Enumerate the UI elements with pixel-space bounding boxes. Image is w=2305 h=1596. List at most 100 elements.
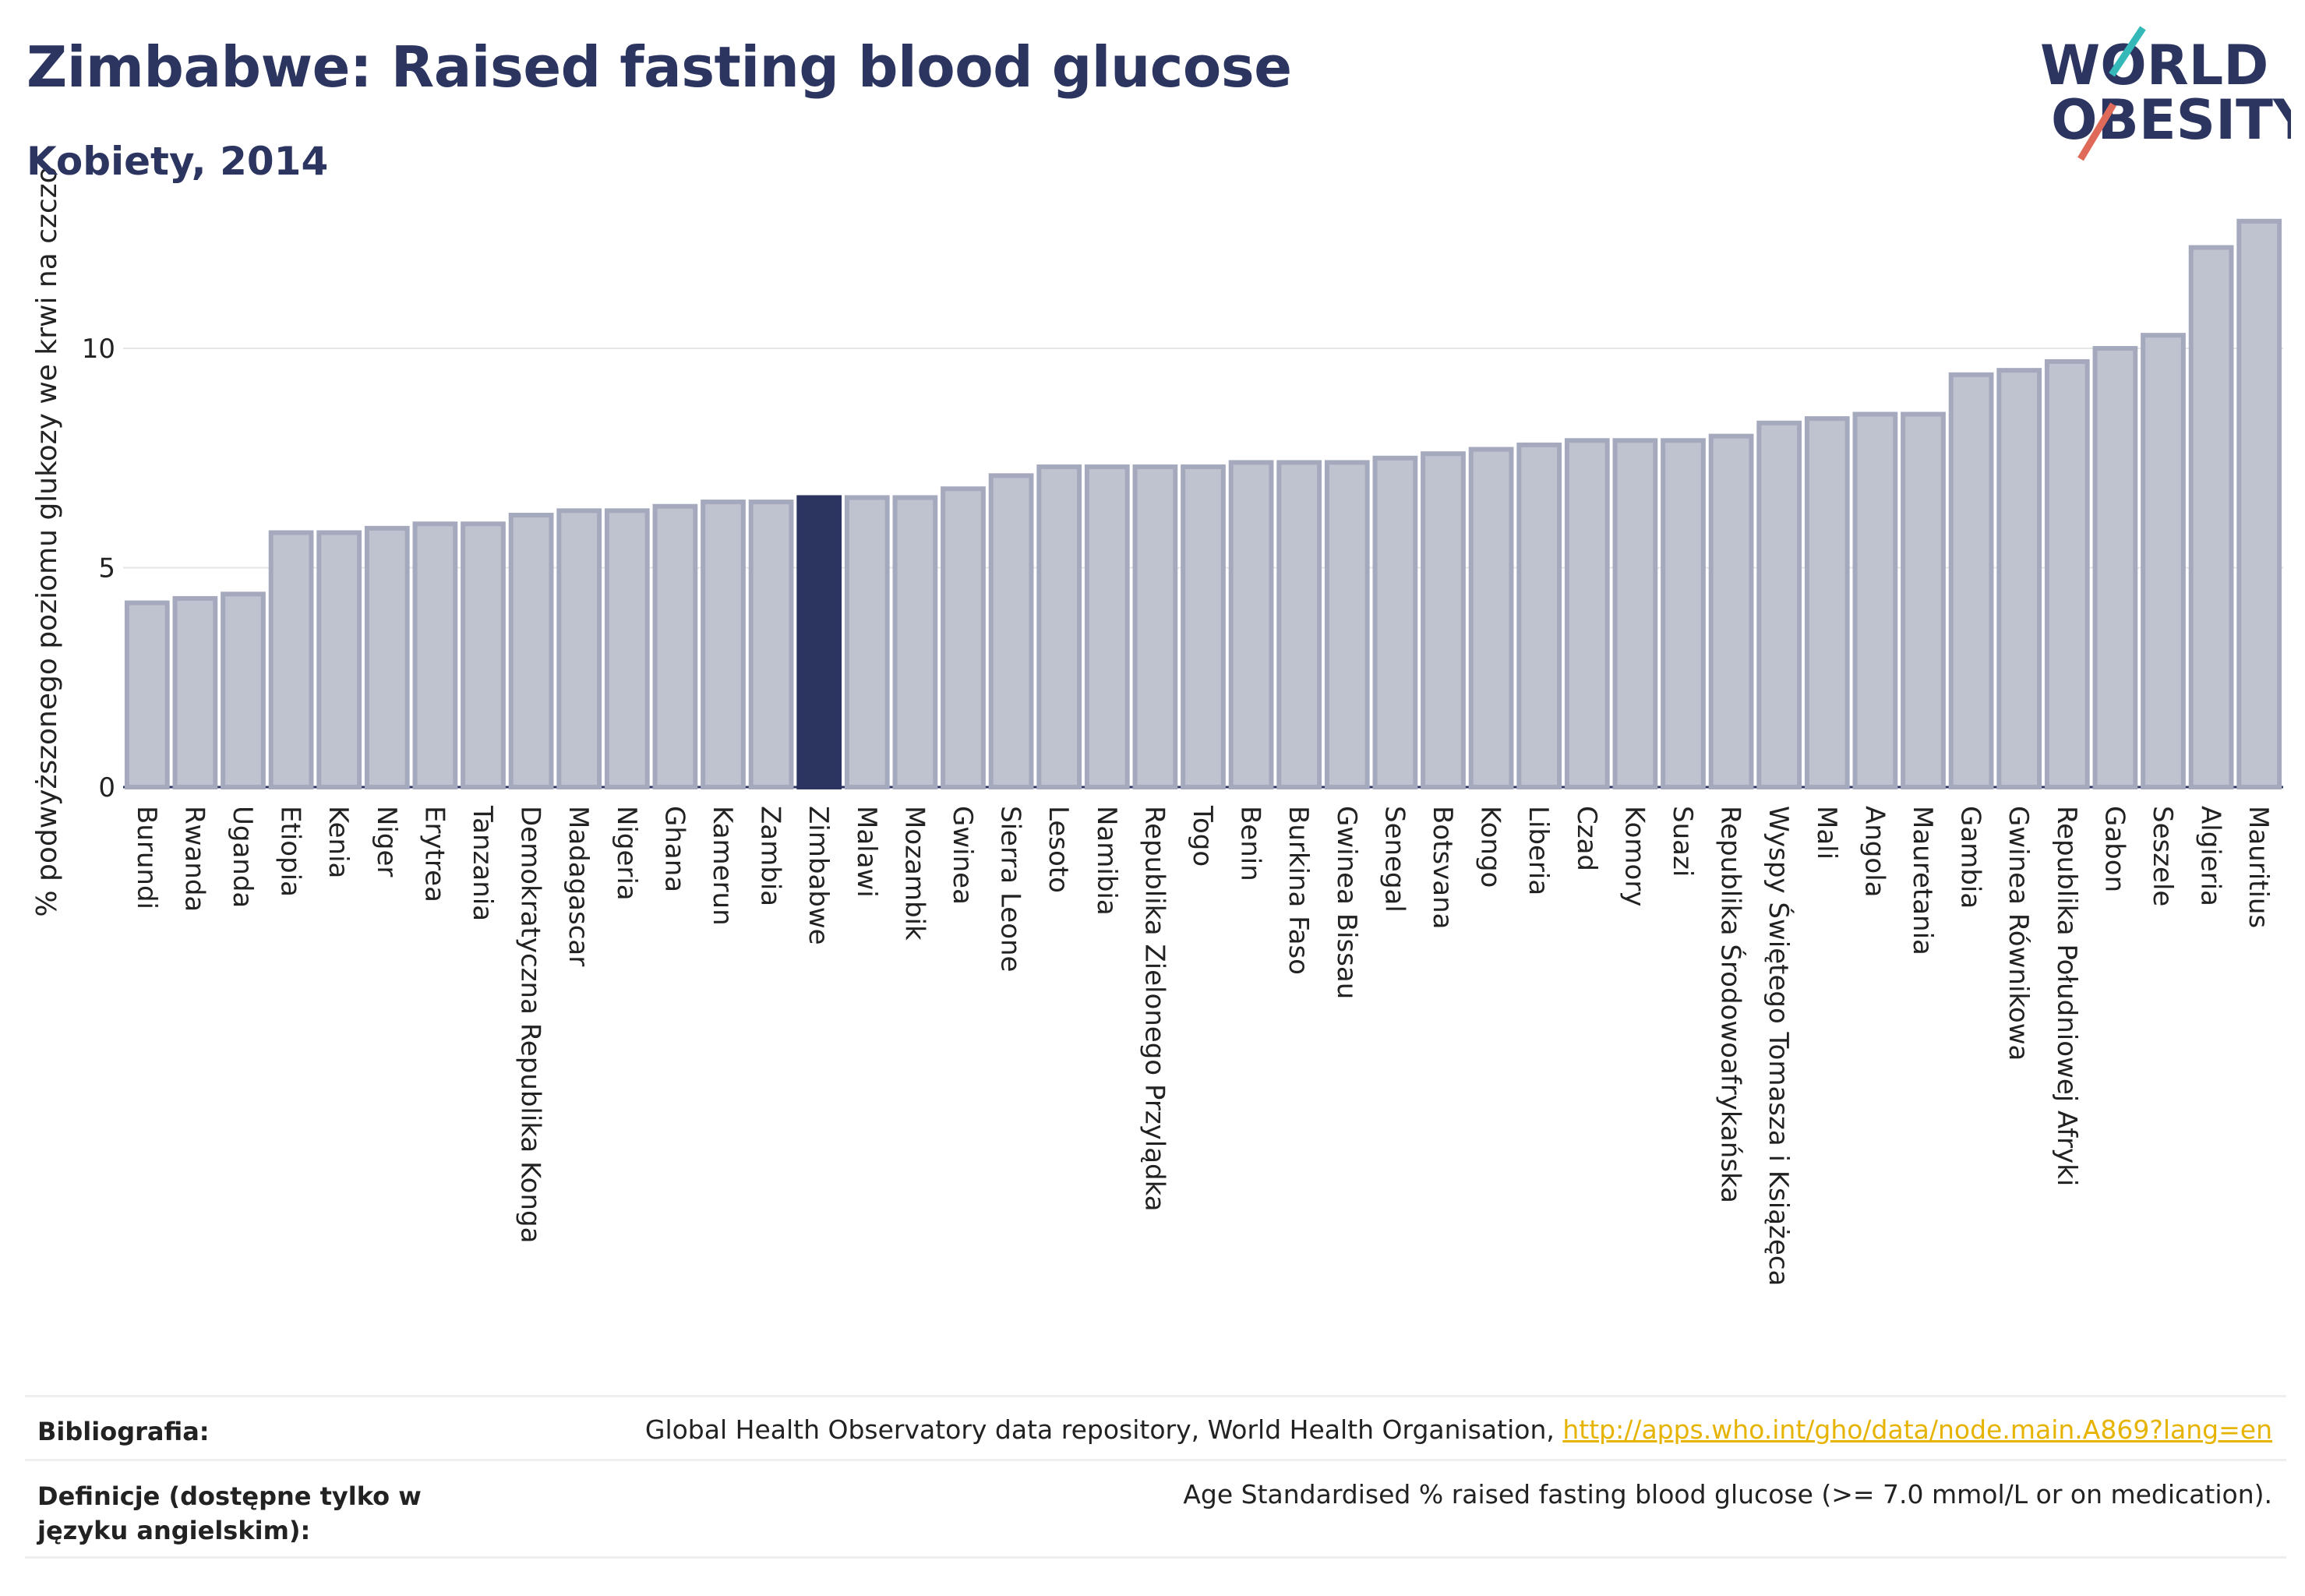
x-tick-label: Demokratyczna Republika Konga [515, 806, 546, 1243]
bar-seszele [2141, 333, 2186, 790]
x-tick-label: Liberia [1523, 806, 1554, 895]
x-tick-label: Algieria [2195, 806, 2226, 906]
x-tick-label: Burkina Faso [1283, 806, 1314, 975]
bar-burkina-faso [1276, 460, 1322, 789]
bibliography-text: Global Health Observatory data repositor… [644, 1414, 1563, 1445]
x-tick-label: Gwinea [947, 806, 978, 905]
x-tick-label: Burundi [131, 806, 162, 909]
definitions-value: Age Standardised % raised fasting blood … [1183, 1479, 2272, 1509]
bar-niger [364, 525, 410, 790]
x-tick-label: Ghana [658, 806, 690, 892]
bibliography-value: Global Health Observatory data repositor… [645, 1414, 2272, 1445]
definitions-label: Definicje (dostępne tylko w języku angie… [37, 1481, 422, 1545]
footer-divider-top [25, 1395, 2286, 1397]
logo-slash-coral [2077, 102, 2116, 161]
bar-republika-południowej-afryki [2044, 358, 2090, 790]
x-tick-label: Rwanda [178, 806, 210, 912]
bar-mozambik [892, 495, 938, 789]
x-tick-label: Mauretania [1907, 806, 1938, 955]
bar-gabon [2092, 346, 2138, 789]
y-tick-label: 0 [98, 772, 115, 803]
bar-uganda [221, 591, 266, 790]
x-tick-label: Komory [1618, 806, 1650, 906]
x-tick-label: Nigeria [611, 806, 642, 901]
bar-malawi [844, 495, 890, 789]
bar-nigeria [604, 508, 650, 789]
y-axis-label: % podwyższonego poziomu glukozy we krwi … [31, 166, 63, 916]
bar-liberia [1516, 442, 1562, 790]
bar-gambia [1948, 372, 1994, 789]
bar-tanzania [461, 521, 506, 789]
bar-gwinea-bissau [1324, 460, 1370, 789]
bar-madagascar [556, 508, 602, 789]
bar-botsvana [1421, 451, 1466, 789]
x-tick-label: Erytrea [418, 806, 450, 902]
logo-line-1: WORLD [2040, 34, 2268, 97]
bar-wyspy-świętego-tomasza-i-książęca [1756, 420, 1802, 789]
bar-angola [1852, 411, 1898, 790]
bar-lesoto [1036, 464, 1082, 789]
x-tick-label: Lesoto [1043, 806, 1074, 893]
x-tick-label: Uganda [227, 806, 258, 908]
x-tick-label: Angola [1858, 806, 1890, 897]
bar-namibia [1084, 464, 1130, 789]
x-tick-label: Sierra Leone [995, 806, 1026, 972]
bar-burundi [124, 600, 170, 789]
x-tick-label: Czad [1571, 806, 1602, 871]
bar-gwinea [941, 486, 986, 789]
x-tick-label: Zimbabwe [803, 806, 834, 945]
x-tick-label: Mali [1811, 806, 1842, 860]
x-tick-label: Republika Południowej Afryki [2051, 806, 2082, 1186]
x-tick-label: Republika Środowoafrykańska [1715, 806, 1747, 1203]
x-tick-label: Benin [1235, 806, 1266, 881]
bibliography-label: Bibliografia: [37, 1417, 210, 1446]
x-tick-label: Botsvana [1427, 806, 1458, 930]
bar-erytrea [412, 521, 458, 789]
x-tick-label: Malawi [851, 806, 882, 898]
x-tick-label: Namibia [1091, 806, 1122, 916]
x-tick-label: Kenia [323, 806, 354, 878]
bar-rwanda [172, 595, 218, 789]
x-tick-label: Kongo [1475, 806, 1506, 888]
bar-etiopia [268, 530, 314, 790]
world-obesity-logo: WORLD OBESITY [2040, 26, 2291, 161]
bar-kenia [316, 530, 362, 790]
bar-mauritius [2236, 218, 2282, 789]
x-tick-label: Senegal [1378, 806, 1410, 913]
bar-komory [1612, 438, 1658, 790]
bar-demokratyczna-republika-konga [508, 512, 554, 789]
x-tick-label: Republika Zielonego Przylądka [1138, 806, 1170, 1212]
x-tick-label: Mauritius [2243, 806, 2274, 928]
y-axis-ticks: 0 5 10 [82, 334, 115, 803]
y-tick-label: 10 [82, 334, 115, 365]
x-tick-label: Seszele [2147, 806, 2178, 906]
x-tick-label: Niger [371, 806, 402, 877]
footer-divider-middle [25, 1459, 2286, 1461]
bar-republika-środowoafrykańska [1708, 433, 1754, 789]
x-tick-label: Togo [1187, 805, 1218, 867]
bars [124, 218, 2282, 790]
x-tick-label: Tanzania [467, 805, 498, 921]
x-axis-ticks: Burundi Rwanda Uganda Etiopia Kenia Niger Eryt… [131, 805, 2274, 1286]
y-tick-label: 5 [98, 553, 115, 584]
footer-divider-bottom [25, 1556, 2286, 1559]
bar-algieria [2188, 245, 2234, 789]
x-tick-label: Wyspy Świętego Tomasza i Książęca [1763, 806, 1795, 1286]
bibliography-link[interactable]: http://apps.who.int/gho/data/node.main.A… [1562, 1414, 2272, 1445]
x-tick-label: Madagascar [563, 806, 594, 966]
x-tick-label: Kamerun [707, 806, 738, 926]
x-tick-label: Gwinea Bissau [1331, 806, 1362, 999]
bar-republika-zielonego-przylądka [1132, 464, 1178, 789]
x-tick-label: Suazi [1667, 806, 1698, 877]
bar-togo [1181, 464, 1226, 789]
bar-czad [1564, 438, 1610, 790]
bar-benin [1228, 460, 1274, 789]
bar-suazi [1661, 438, 1706, 790]
bar-chart: 0 5 10 Burundi Rwanda Uganda Etiopia Kenia Nige… [31, 166, 2283, 1286]
bar-mauretania [1901, 411, 1946, 790]
bar-mali [1804, 416, 1850, 789]
x-tick-label: Gwinea Równikowa [2003, 806, 2034, 1061]
x-tick-label: Zambia [755, 806, 786, 906]
bar-zambia [748, 500, 794, 790]
page-subtitle: Kobiety, 2014 [26, 139, 329, 184]
